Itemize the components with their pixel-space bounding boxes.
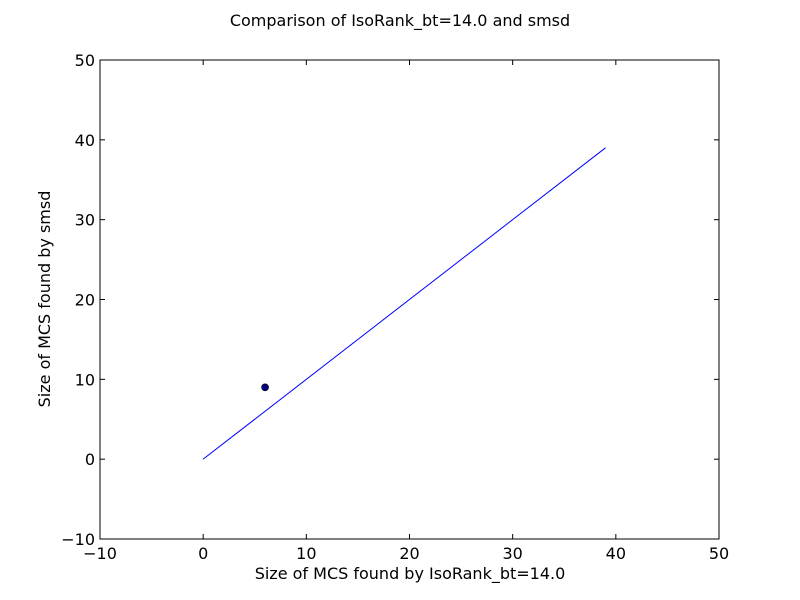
y-tick-label: 50 bbox=[75, 51, 95, 70]
y-tick-label: 10 bbox=[75, 370, 95, 389]
x-tick-label: 20 bbox=[399, 544, 419, 563]
series-line bbox=[202, 147, 606, 460]
y-tick-label: 20 bbox=[75, 291, 95, 310]
y-tick-label: 0 bbox=[85, 450, 95, 469]
y-tick-label: 30 bbox=[75, 211, 95, 230]
x-tick-label: −10 bbox=[83, 544, 117, 563]
y-tick-label: 40 bbox=[75, 131, 95, 150]
x-tick-label: 30 bbox=[502, 544, 522, 563]
scatter-point bbox=[261, 383, 269, 392]
plot-area bbox=[99, 59, 720, 540]
y-axis-label: Size of MCS found by smsd bbox=[35, 191, 54, 408]
x-tick-label: 10 bbox=[296, 544, 316, 563]
x-tick-label: 40 bbox=[606, 544, 626, 563]
axis-ticks: −10 0 10 20 30 40 50 −10 0 10 20 30 40 50 bbox=[61, 51, 729, 563]
x-tick-label: 50 bbox=[709, 544, 729, 563]
x-tick-label: 0 bbox=[198, 544, 208, 563]
chart-title: Comparison of IsoRank_bt=14.0 and smsd bbox=[230, 11, 570, 31]
x-axis-label: Size of MCS found by IsoRank_bt=14.0 bbox=[255, 564, 566, 584]
y-tick-label: −10 bbox=[61, 530, 95, 549]
